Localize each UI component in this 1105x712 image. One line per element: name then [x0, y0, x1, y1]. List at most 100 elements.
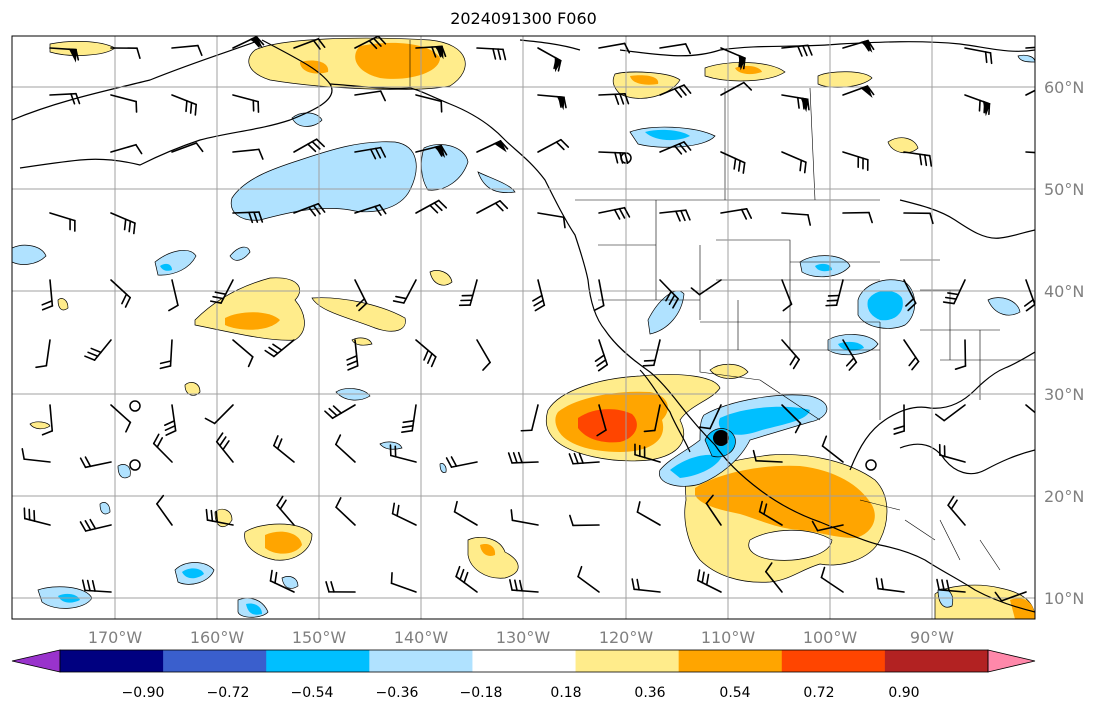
wind-barb [720, 151, 746, 174]
wind-barb [232, 339, 254, 368]
wind-barb [875, 577, 905, 593]
wind-barb [577, 565, 600, 593]
wind-barb [232, 94, 260, 113]
wind-barb [659, 209, 691, 222]
wind-barb [354, 36, 387, 50]
wind-barb [781, 44, 813, 57]
wind-barb [938, 443, 966, 463]
map-frame [11, 35, 1036, 620]
wind-barb [720, 47, 746, 71]
wind-barb [631, 578, 661, 593]
lat-label: 20°N [1044, 487, 1084, 506]
lon-label: 130°W [496, 628, 551, 647]
wind-barb [903, 339, 920, 371]
wind-barb [936, 578, 966, 593]
wind-barb [476, 200, 509, 214]
wind-barb [758, 500, 783, 526]
wind-barb [696, 569, 722, 593]
colorbar-tick-label: 0.54 [719, 685, 750, 701]
colorbar-tick-label: 0.36 [634, 685, 665, 701]
lon-label: 140°W [394, 628, 449, 647]
wind-barb [215, 432, 234, 463]
wind-barb [537, 138, 570, 153]
wind-barb [390, 572, 417, 593]
wind-barb [781, 279, 793, 312]
wind-barb [335, 497, 356, 526]
wind-barb [537, 47, 562, 73]
wind-barb [49, 212, 76, 232]
lon-label: 150°W [292, 628, 347, 647]
wind-barb [994, 591, 1027, 602]
wind-barb [698, 404, 722, 430]
wind-barb [391, 502, 417, 526]
wind-barb [354, 146, 387, 160]
lat-label: 50°N [1044, 180, 1084, 199]
wind-barb [324, 404, 356, 420]
wind-barb [598, 42, 631, 54]
colorbar-tick-labels: −0.90 −0.72 −0.54 −0.36 −0.18 0.18 0.36 … [122, 685, 920, 701]
wind-barb [79, 456, 112, 469]
wind-barb [594, 339, 608, 372]
wind-barb [269, 569, 295, 593]
wind-barb [964, 47, 993, 65]
wind-barb [232, 148, 264, 160]
wind-barb [720, 207, 753, 220]
lat-label: 40°N [1044, 282, 1084, 301]
wind-barb [659, 43, 692, 55]
colorbar-segment [781, 650, 886, 672]
wind-barb [415, 94, 443, 113]
wind-barb [455, 565, 478, 593]
wind-barb [273, 435, 295, 463]
wind-barb [842, 39, 875, 53]
wind-barb [781, 339, 800, 370]
wind-barb [79, 518, 112, 532]
wind-barb [476, 139, 509, 153]
wind-barb [643, 404, 661, 433]
wind-barb [232, 211, 264, 224]
wind-barb [720, 81, 753, 96]
wind-barb [476, 47, 507, 61]
wind-barb [110, 212, 136, 235]
lat-label: 10°N [1044, 589, 1084, 608]
colorbar-tick-label: 0.72 [803, 685, 834, 701]
colorbar-tick-label: 0.90 [888, 685, 919, 701]
wind-barb [1025, 46, 1035, 49]
longitude-labels: 170°W 160°W 150°W 140°W 130°W 120°W 110°… [88, 628, 954, 647]
wind-barb [110, 143, 143, 155]
wind-barb [705, 494, 722, 526]
colorbar-tick-label: −0.36 [376, 685, 419, 701]
wind-barb [35, 339, 51, 369]
wind-barb [642, 339, 661, 367]
wind-barb [903, 151, 933, 167]
colorbar-segment [472, 650, 577, 672]
wind-barb [947, 495, 966, 526]
wind-barb [659, 279, 679, 309]
wind-barb [903, 279, 917, 312]
coastlines [12, 39, 1035, 613]
wind-barb [81, 579, 112, 593]
wind-barb [346, 339, 359, 371]
wind-barb [264, 339, 295, 358]
wind-barb [634, 443, 661, 463]
wind-barb [537, 212, 566, 229]
wind-barb [598, 206, 631, 220]
lon-label: 120°W [599, 628, 654, 647]
wind-barb [335, 434, 356, 463]
wind-barb [509, 579, 539, 593]
wind-barb [765, 562, 783, 593]
colorbar-segment [884, 650, 989, 672]
wind-barb [934, 404, 966, 422]
wind-barb [453, 500, 478, 526]
wind-barb [41, 279, 54, 311]
wind-barb [752, 449, 783, 463]
wind-barb [41, 404, 54, 436]
positive-anomaly-fills [29, 37, 1035, 619]
wind-barb [510, 509, 539, 526]
wind-barb [781, 212, 812, 226]
wind-barb [893, 404, 905, 435]
wind-barbs [21, 36, 1035, 602]
wind-barb [152, 433, 173, 463]
wind-barb [842, 151, 869, 171]
colorbar-tick-label: −0.18 [460, 685, 503, 701]
